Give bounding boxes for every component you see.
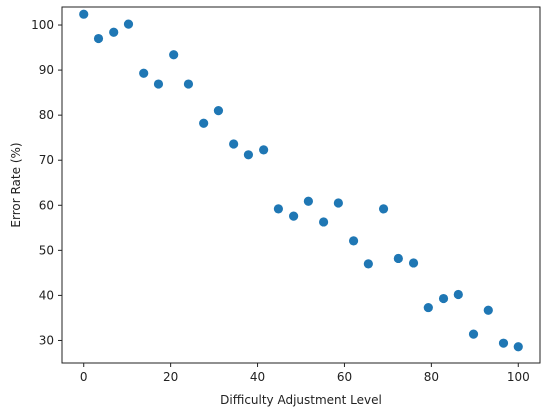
data-point: [289, 211, 299, 221]
data-point: [213, 106, 224, 116]
data-point: [393, 253, 403, 264]
x-tick-label: 80: [424, 370, 439, 384]
data-point: [348, 236, 359, 246]
y-axis-label: Error Rate (%): [9, 142, 23, 227]
data-point: [303, 196, 313, 206]
data-point: [333, 198, 343, 208]
data-point: [273, 204, 284, 214]
data-point: [483, 305, 493, 315]
x-tick-label: 40: [250, 370, 265, 384]
data-point: [123, 19, 134, 29]
data-point: [153, 79, 164, 89]
y-tick-label: 100: [31, 18, 54, 32]
x-axis: 0 20 40 60 80 100: [80, 363, 530, 384]
x-tick-label: 100: [507, 370, 530, 384]
x-tick-label: 60: [337, 370, 352, 384]
data-point: [169, 50, 179, 60]
x-tick-label: 20: [163, 370, 178, 384]
data-point: [513, 342, 523, 352]
data-point: [199, 118, 209, 128]
y-tick-label: 90: [39, 63, 54, 77]
data-point: [438, 293, 449, 304]
x-axis-label: Difficulty Adjustment Level: [220, 393, 382, 407]
data-point: [79, 9, 89, 19]
plot-frame: [61, 6, 541, 364]
y-tick-label: 30: [39, 333, 54, 347]
y-tick-label: 70: [39, 153, 54, 167]
data-point: [109, 27, 119, 37]
data-point: [318, 217, 329, 227]
data-point: [498, 338, 509, 348]
data-point: [139, 68, 149, 78]
data-point: [453, 289, 463, 300]
data-point: [229, 139, 239, 149]
data-point: [423, 302, 433, 313]
data-points: [79, 9, 523, 352]
data-point: [363, 259, 373, 269]
data-point: [243, 150, 254, 160]
y-tick-label: 40: [39, 288, 54, 302]
data-point: [408, 258, 419, 268]
x-tick-label: 0: [80, 370, 88, 384]
data-point: [93, 33, 104, 44]
y-tick-label: 60: [39, 198, 54, 212]
y-tick-label: 50: [39, 243, 54, 257]
data-point: [378, 204, 389, 214]
data-point: [259, 145, 269, 155]
y-tick-label: 80: [39, 108, 54, 122]
data-point: [468, 329, 479, 339]
y-axis: 30 40 50 60 70 80 90 100: [31, 18, 62, 347]
data-point: [183, 79, 194, 89]
